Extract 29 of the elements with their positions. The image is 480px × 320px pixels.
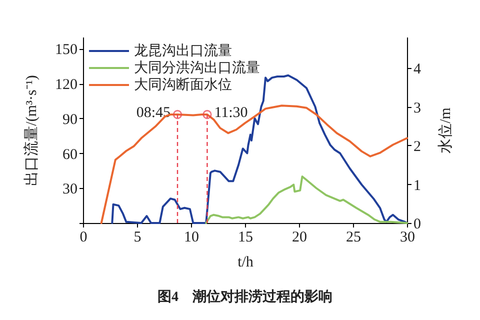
y-tick-label: 30: [62, 182, 78, 198]
y-axis-title: 出口流量/(m³·s⁻¹): [23, 75, 40, 186]
y2-axis-title: 水位/m: [437, 107, 454, 154]
y-tick-label: 60: [62, 146, 78, 163]
x-tick-label: 5: [134, 230, 142, 246]
y2-tick-label: 0: [414, 216, 421, 232]
x-tick-label: 0: [80, 230, 88, 246]
x-tick-label: 25: [346, 230, 361, 246]
y2-tick-label: 4: [414, 62, 422, 78]
y-tick-label: 90: [62, 112, 78, 128]
y2-tick-label: 3: [414, 100, 421, 116]
y-tick-label: 150: [55, 42, 78, 58]
text: 图4 潮位对排涝过程的影响: [158, 289, 332, 305]
line-series: [100, 104, 408, 224]
legend-label: 大同分洪沟出口流量: [134, 60, 260, 76]
annotation: 08:45: [136, 104, 170, 121]
annotation: 11:30: [214, 104, 248, 121]
y2-tick-label: 2: [414, 139, 421, 155]
y-tick-label: 120: [55, 77, 78, 93]
y2-tick-label: 1: [414, 178, 421, 194]
x-tick-label: 10: [184, 230, 199, 246]
legend-label: 大同沟断面水位: [134, 77, 232, 93]
line-series: [205, 176, 408, 224]
x-tick-label: 20: [292, 230, 307, 246]
x-axis-title: t/h: [238, 254, 254, 270]
legend-label: 龙昆沟出口流量: [134, 43, 232, 59]
x-tick-label: 15: [238, 230, 253, 246]
line-series: [111, 74, 408, 224]
x-tick-label: 30: [400, 230, 415, 246]
